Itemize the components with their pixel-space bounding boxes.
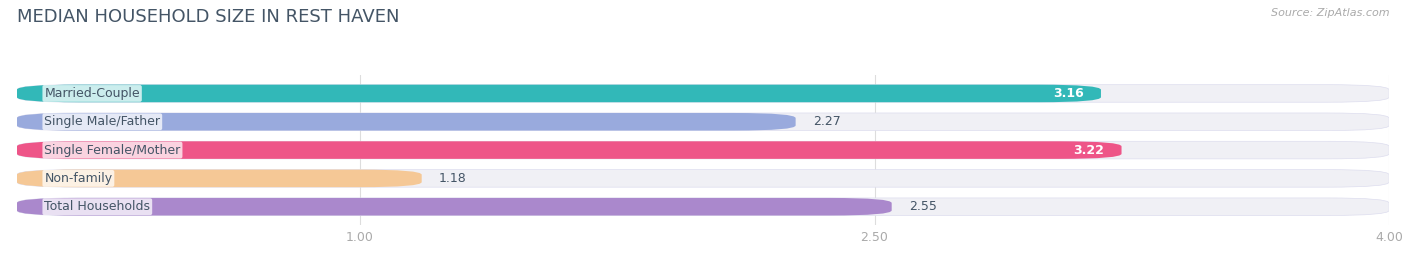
- Text: Married-Couple: Married-Couple: [45, 87, 141, 100]
- FancyBboxPatch shape: [17, 170, 1389, 187]
- FancyBboxPatch shape: [17, 198, 1389, 215]
- FancyBboxPatch shape: [17, 113, 796, 131]
- FancyBboxPatch shape: [17, 85, 1101, 102]
- Text: 2.55: 2.55: [908, 200, 936, 213]
- Text: Total Households: Total Households: [45, 200, 150, 213]
- FancyBboxPatch shape: [17, 141, 1389, 159]
- Text: Single Male/Father: Single Male/Father: [45, 115, 160, 128]
- Text: 1.18: 1.18: [439, 172, 467, 185]
- Text: 3.16: 3.16: [1053, 87, 1084, 100]
- Text: Single Female/Mother: Single Female/Mother: [45, 144, 180, 157]
- FancyBboxPatch shape: [17, 170, 422, 187]
- Text: MEDIAN HOUSEHOLD SIZE IN REST HAVEN: MEDIAN HOUSEHOLD SIZE IN REST HAVEN: [17, 8, 399, 26]
- Text: Non-family: Non-family: [45, 172, 112, 185]
- Text: 2.27: 2.27: [813, 115, 841, 128]
- FancyBboxPatch shape: [17, 198, 891, 215]
- FancyBboxPatch shape: [17, 141, 1122, 159]
- Text: 3.22: 3.22: [1074, 144, 1104, 157]
- FancyBboxPatch shape: [17, 113, 1389, 131]
- Text: Source: ZipAtlas.com: Source: ZipAtlas.com: [1271, 8, 1389, 18]
- FancyBboxPatch shape: [17, 85, 1389, 102]
